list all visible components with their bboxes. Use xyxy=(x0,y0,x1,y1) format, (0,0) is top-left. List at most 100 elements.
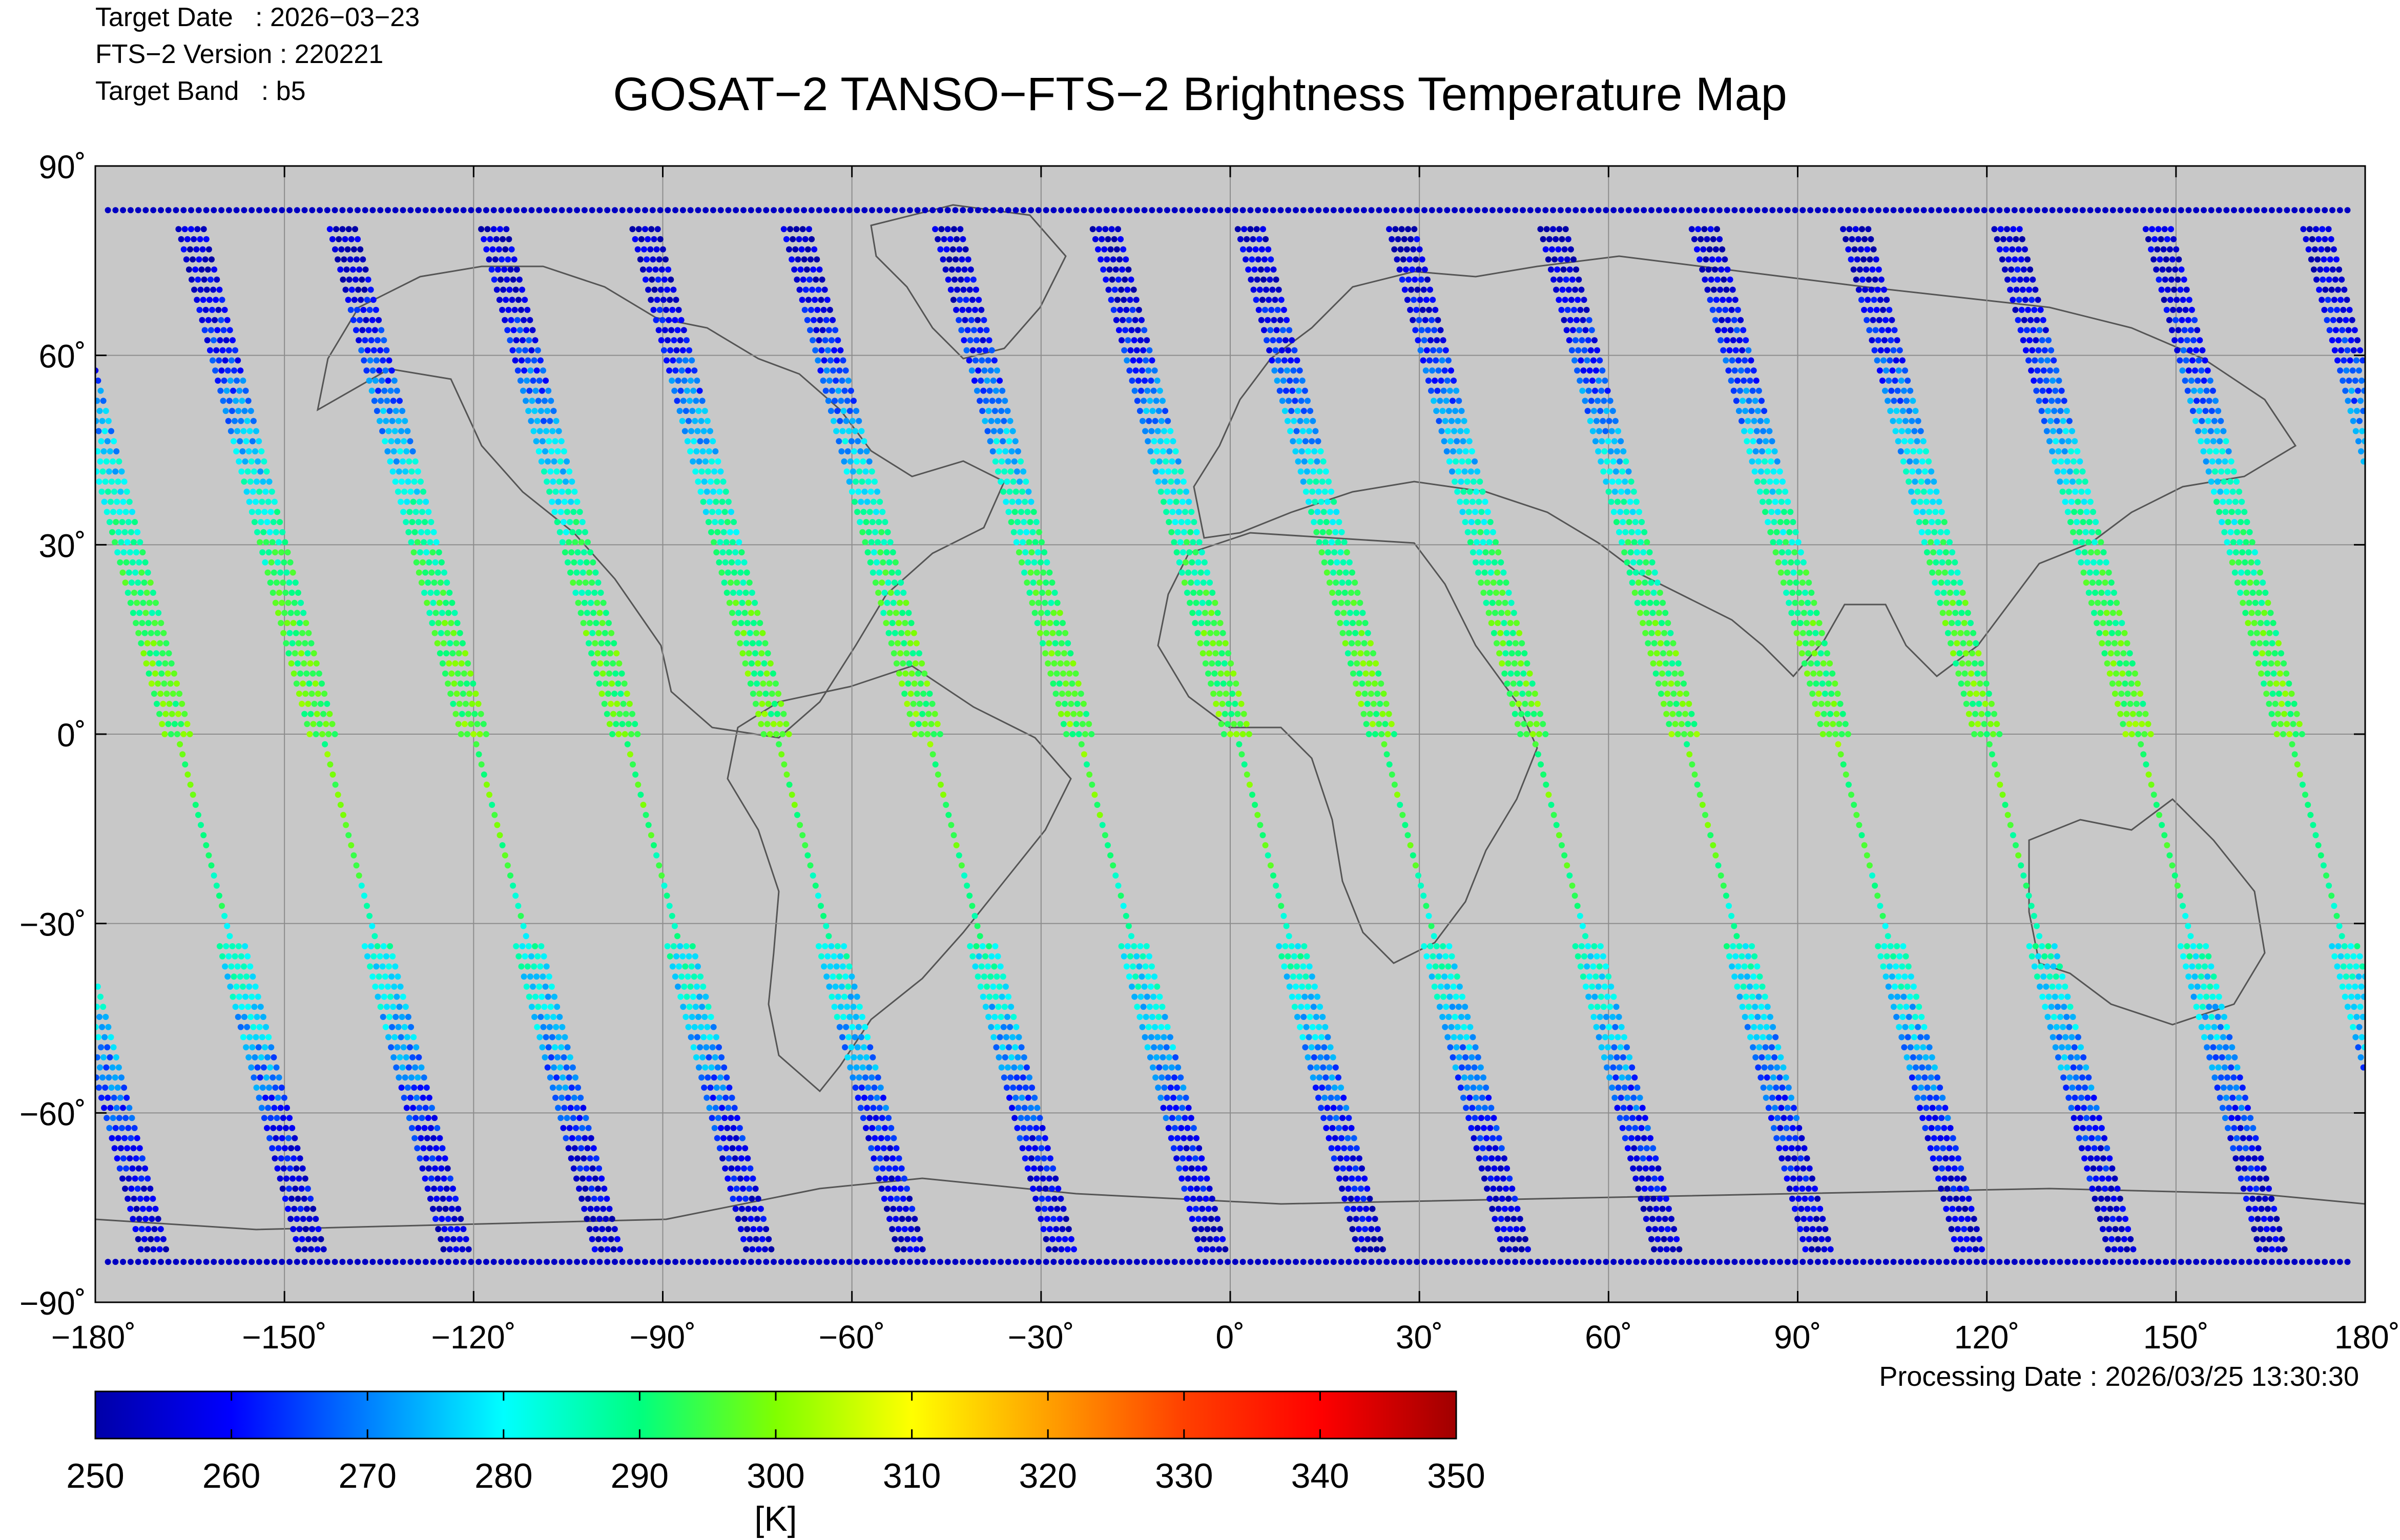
observation-point xyxy=(990,428,997,434)
observation-point xyxy=(498,276,504,283)
observation-point xyxy=(292,1185,299,1192)
observation-point xyxy=(1651,569,1658,576)
observation-point xyxy=(1572,286,1579,293)
observation-point xyxy=(1495,549,1502,556)
observation-point xyxy=(1800,559,1807,566)
observation-point xyxy=(1759,983,1766,990)
observation-point xyxy=(1435,367,1442,374)
observation-point xyxy=(988,347,995,353)
observation-point xyxy=(292,650,298,657)
observation-point xyxy=(228,357,235,364)
observation-point xyxy=(1816,670,1823,677)
observation-point xyxy=(1755,458,1762,465)
observation-point xyxy=(1225,700,1232,707)
observation-point xyxy=(1194,1236,1201,1242)
observation-point xyxy=(1037,559,1044,566)
observation-point xyxy=(1418,327,1425,334)
observation-point xyxy=(1308,509,1315,515)
observation-point xyxy=(238,418,244,424)
observation-point xyxy=(1789,590,1796,596)
observation-point xyxy=(1441,973,1448,980)
observation-point xyxy=(1592,387,1598,394)
observation-point xyxy=(698,418,705,424)
observation-point xyxy=(851,983,858,990)
observation-point xyxy=(739,1135,746,1141)
observation-point xyxy=(695,1014,701,1020)
observation-point xyxy=(672,367,679,374)
observation-point xyxy=(1750,367,1757,374)
observation-point xyxy=(378,327,385,334)
observation-point xyxy=(1586,973,1593,980)
observation-point xyxy=(732,620,738,627)
observation-point xyxy=(1217,670,1224,677)
observation-point xyxy=(430,599,437,606)
observation-point xyxy=(1075,731,1082,737)
observation-point xyxy=(1414,286,1421,293)
observation-point xyxy=(1417,297,1423,303)
observation-point xyxy=(1749,387,1756,394)
observation-point xyxy=(810,337,816,344)
observation-point xyxy=(1420,892,1427,899)
observation-point xyxy=(394,387,400,394)
observation-point xyxy=(1274,378,1280,384)
observation-point xyxy=(685,367,691,374)
observation-point xyxy=(1267,276,1273,283)
observation-point xyxy=(617,691,624,697)
observation-point xyxy=(747,630,753,636)
observation-point xyxy=(404,498,410,505)
observation-point xyxy=(1045,590,1052,596)
observation-point xyxy=(1672,721,1679,727)
observation-point xyxy=(204,266,211,273)
observation-point xyxy=(1489,599,1496,606)
observation-point xyxy=(1484,579,1491,586)
observation-point xyxy=(1810,670,1817,677)
observation-point xyxy=(1000,488,1007,495)
observation-point xyxy=(1494,640,1500,647)
observation-point xyxy=(566,1125,573,1131)
observation-point xyxy=(1486,1195,1493,1202)
observation-point xyxy=(510,327,517,334)
observation-point xyxy=(415,1125,422,1131)
observation-point xyxy=(844,1004,851,1010)
observation-point xyxy=(436,1205,443,1212)
observation-point xyxy=(695,963,701,970)
observation-point xyxy=(464,731,470,737)
observation-point xyxy=(580,1105,587,1111)
observation-point xyxy=(310,1205,317,1212)
observation-point xyxy=(899,680,905,687)
observation-point xyxy=(1181,1185,1188,1192)
observation-point xyxy=(2342,387,2349,394)
observation-point xyxy=(1309,438,1315,445)
observation-point xyxy=(1313,1014,1319,1020)
observation-point xyxy=(1481,1125,1487,1131)
observation-point xyxy=(1464,529,1471,535)
observation-point xyxy=(1781,1165,1788,1172)
observation-point xyxy=(295,1195,301,1202)
observation-point xyxy=(2310,266,2317,273)
observation-point xyxy=(1204,1175,1210,1182)
observation-point xyxy=(1670,691,1677,697)
observation-point xyxy=(1763,488,1770,495)
observation-point xyxy=(1160,1054,1166,1060)
observation-point xyxy=(288,1145,295,1152)
observation-point xyxy=(289,569,296,576)
observation-point xyxy=(501,266,508,273)
observation-point xyxy=(1597,943,1604,949)
observation-point xyxy=(860,1115,866,1121)
observation-point xyxy=(896,620,902,627)
observation-point xyxy=(1696,792,1703,798)
observation-point xyxy=(1213,1236,1219,1242)
observation-point xyxy=(1153,1004,1160,1010)
observation-point xyxy=(259,1034,265,1040)
observation-point xyxy=(1627,1105,1633,1111)
observation-point xyxy=(916,650,922,657)
observation-point xyxy=(445,680,451,687)
observation-point xyxy=(776,741,782,747)
observation-point xyxy=(1017,529,1023,535)
observation-point xyxy=(1469,498,1476,505)
observation-point xyxy=(1468,1054,1475,1060)
observation-point xyxy=(1314,993,1320,1000)
observation-point xyxy=(1329,590,1336,596)
observation-point xyxy=(1727,276,1733,283)
observation-point xyxy=(656,256,663,263)
